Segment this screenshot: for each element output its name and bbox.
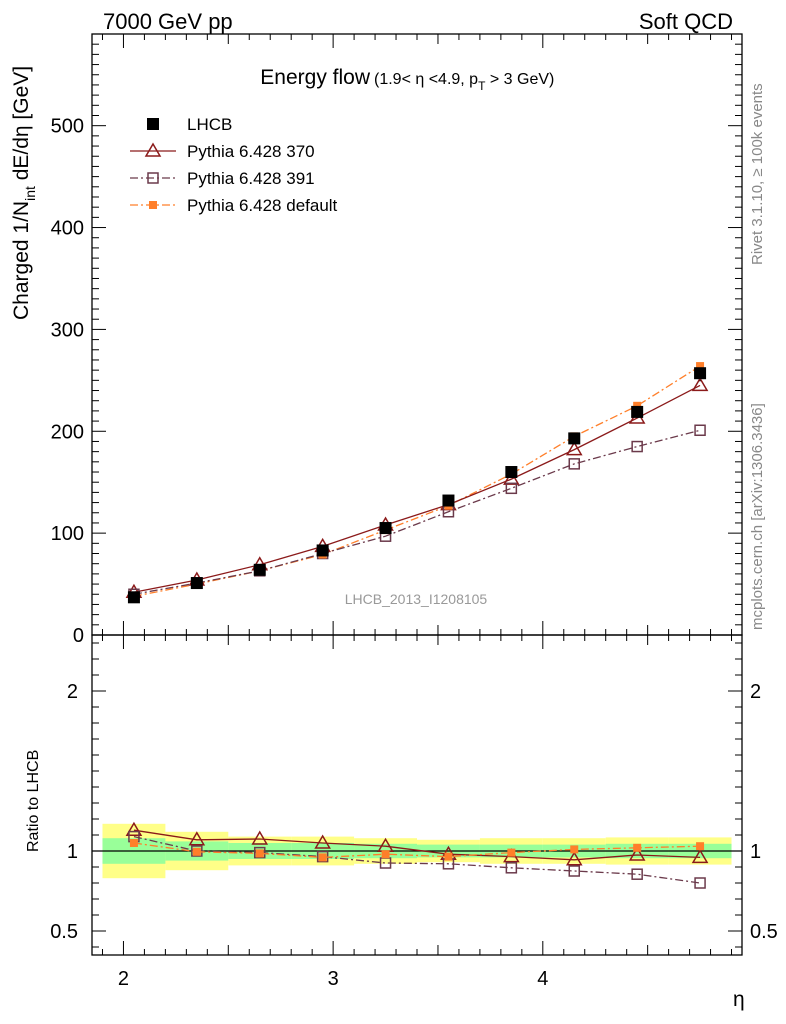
series-line-3 bbox=[133, 365, 701, 597]
ratio-ytick-label-1: 1 bbox=[67, 841, 78, 863]
ratio-series-2-point-7 bbox=[570, 845, 579, 854]
series-2-point-8 bbox=[631, 440, 643, 453]
ratio-series-0-point-8 bbox=[628, 846, 646, 861]
ratio-series-2-point-9 bbox=[696, 842, 705, 851]
chart-title: Energy flow bbox=[260, 66, 371, 89]
ratio-series-2-point-8 bbox=[633, 843, 642, 852]
ratio-series-0-point-1 bbox=[188, 831, 206, 846]
legend-label-0: LHCB bbox=[187, 115, 232, 134]
ratio-series-2-point-6 bbox=[507, 848, 516, 857]
ratio-series-2-point-3 bbox=[318, 853, 327, 862]
series-2-point-7 bbox=[568, 458, 581, 470]
ratio-series-1-point-6 bbox=[505, 862, 518, 874]
series-1-point-7 bbox=[565, 441, 583, 456]
legend-marker-3 bbox=[149, 201, 157, 209]
ratio-series-2-point-2 bbox=[255, 849, 264, 858]
top-y-axis-label: Charged 1/Nint dE/dη [GeV] bbox=[10, 66, 38, 320]
xtick-label-1: 3 bbox=[328, 968, 339, 990]
subtitle-subscript: T bbox=[478, 79, 486, 93]
xtick-label-0: 2 bbox=[118, 968, 129, 990]
series-0-point-9 bbox=[694, 367, 707, 380]
ratio-series-0-point-2 bbox=[251, 830, 269, 845]
ratio-series-2-point-4 bbox=[381, 850, 390, 859]
ylabel-rest: dE/dη [GeV] bbox=[10, 66, 33, 186]
top-ytick-label-5: 0 bbox=[73, 625, 84, 647]
legend-label-1: Pythia 6.428 370 bbox=[187, 142, 315, 161]
top-ytick-label-1: 200 bbox=[51, 421, 84, 443]
ratio-series-1-point-2 bbox=[253, 846, 266, 859]
series-line-2 bbox=[133, 429, 701, 595]
ratio-line-0 bbox=[133, 829, 701, 861]
ratio-frame bbox=[91, 634, 743, 956]
side-label-mcplots: mcplots.cern.ch [arXiv:1306.3436] bbox=[749, 403, 766, 630]
legend-marker-0 bbox=[147, 118, 159, 130]
series-2-point-9 bbox=[694, 424, 706, 437]
ratio-ytick-label-0: 0.5 bbox=[50, 921, 78, 943]
ratio-y-axis-label: Ratio to LHCB bbox=[25, 750, 42, 852]
top-ytick-label-3: 400 bbox=[51, 218, 84, 240]
ratio-ytick-label-right-2: 2 bbox=[750, 681, 761, 703]
legend-label-2: Pythia 6.428 391 bbox=[187, 169, 315, 188]
ratio-series-0-point-3 bbox=[314, 834, 331, 849]
ratio-ytick-label-right-0: 0.5 bbox=[750, 921, 778, 943]
ratio-ytick-label-2: 2 bbox=[67, 681, 78, 703]
legend-marker-2 bbox=[147, 172, 159, 184]
ratio-bands bbox=[92, 823, 742, 879]
ratio-series-2-point-5 bbox=[444, 852, 453, 861]
series-2-point-6 bbox=[505, 482, 518, 495]
ratio-series-2-point-0 bbox=[129, 839, 138, 847]
axes-layer: 100 200 300 400 500 0 0.5 0.5 1 1 2 2 2 3 4 bbox=[50, 33, 778, 990]
series-0-point-8 bbox=[631, 405, 644, 418]
header-left: 7000 GeV pp bbox=[103, 9, 233, 34]
series-0-point-4 bbox=[379, 522, 392, 535]
ratio-series-1-point-8 bbox=[631, 868, 643, 880]
series-1-point-9 bbox=[691, 376, 709, 392]
series-0-point-7 bbox=[568, 432, 581, 445]
top-ytick-label-0: 100 bbox=[51, 523, 84, 545]
series-1-point-6 bbox=[503, 470, 520, 485]
header-right: Soft QCD bbox=[639, 9, 733, 34]
series-3-point-9 bbox=[696, 362, 705, 371]
top-ytick-label-2: 300 bbox=[51, 319, 84, 341]
ylabel-subscript: int bbox=[22, 186, 38, 201]
series-0-point-3 bbox=[316, 544, 329, 557]
xtick-label-2: 4 bbox=[537, 968, 548, 990]
legend-marker-1 bbox=[144, 142, 162, 157]
ratio-series-0-point-9 bbox=[691, 848, 709, 864]
series-0-point-0 bbox=[127, 591, 140, 604]
series-0-point-1 bbox=[190, 577, 203, 590]
side-label-rivet: Rivet 3.1.10, ≥ 100k events bbox=[749, 83, 766, 265]
x-axis-label: η bbox=[733, 988, 745, 1011]
legend: LHCB Pythia 6.428 370 Pythia 6.428 391 Pyth… bbox=[130, 115, 338, 215]
ratio-series-0-point-7 bbox=[565, 851, 583, 866]
subtitle-rest: > 3 GeV) bbox=[485, 71, 554, 88]
series-0-point-5 bbox=[442, 494, 455, 507]
series-3-point-8 bbox=[633, 401, 642, 410]
series-0-point-2 bbox=[253, 563, 266, 576]
top-ytick-label-4: 500 bbox=[51, 116, 84, 138]
series-line-1 bbox=[133, 384, 701, 593]
ratio-series-layer bbox=[125, 821, 709, 889]
watermark-analysis: LHCB_2013_I1208105 bbox=[345, 591, 488, 607]
ratio-series-0-point-0 bbox=[125, 821, 143, 836]
series-0-point-6 bbox=[505, 466, 518, 479]
ratio-series-1-point-7 bbox=[568, 865, 581, 877]
chart-subtitle: (1.9< η <4.9, pT > 3 GeV) bbox=[374, 71, 554, 93]
ratio-series-1-point-1 bbox=[191, 845, 203, 857]
ratio-line-2 bbox=[133, 842, 701, 859]
top-series-layer bbox=[125, 362, 709, 604]
ratio-ytick-label-right-1: 1 bbox=[750, 841, 761, 863]
ratio-series-2-point-1 bbox=[192, 847, 201, 856]
legend-label-3: Pythia 6.428 default bbox=[187, 196, 338, 215]
ratio-series-1-point-9 bbox=[694, 877, 706, 889]
